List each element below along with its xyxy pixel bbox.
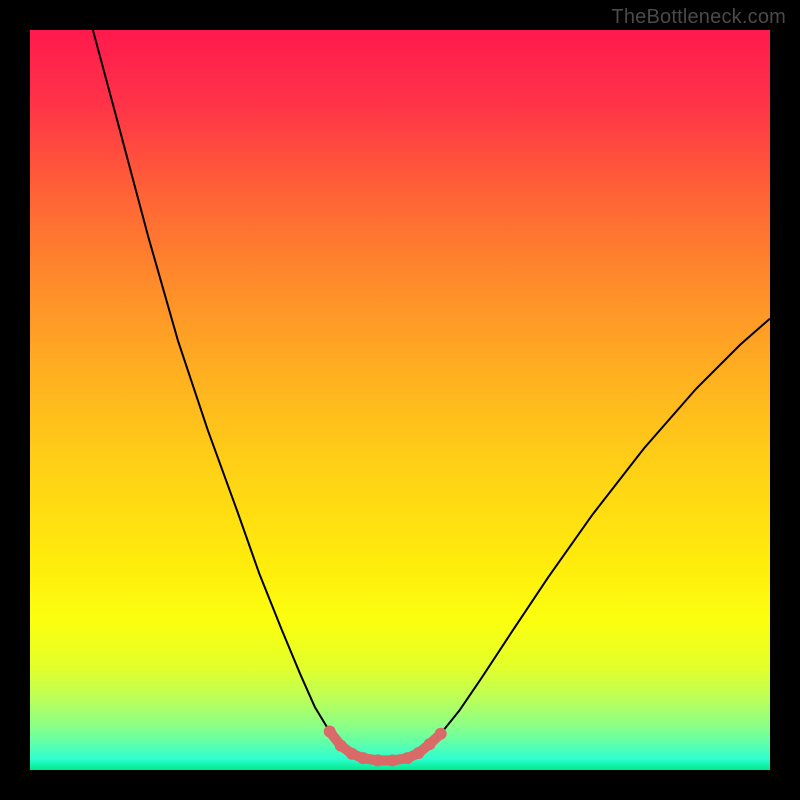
highlight-dot — [324, 726, 336, 738]
chart-svg — [30, 30, 770, 770]
highlight-dot — [435, 728, 447, 740]
highlight-dot — [387, 754, 399, 766]
bottleneck-curve — [93, 30, 770, 760]
highlight-dot — [401, 752, 413, 764]
highlight-dot — [346, 748, 358, 760]
watermark-text: TheBottleneck.com — [611, 6, 786, 29]
highlight-dot — [424, 738, 436, 750]
highlight-dot — [357, 752, 369, 764]
highlight-dot — [372, 754, 384, 766]
highlight-dot — [413, 747, 425, 759]
plot-area — [30, 30, 770, 770]
highlight-dot — [335, 740, 347, 752]
